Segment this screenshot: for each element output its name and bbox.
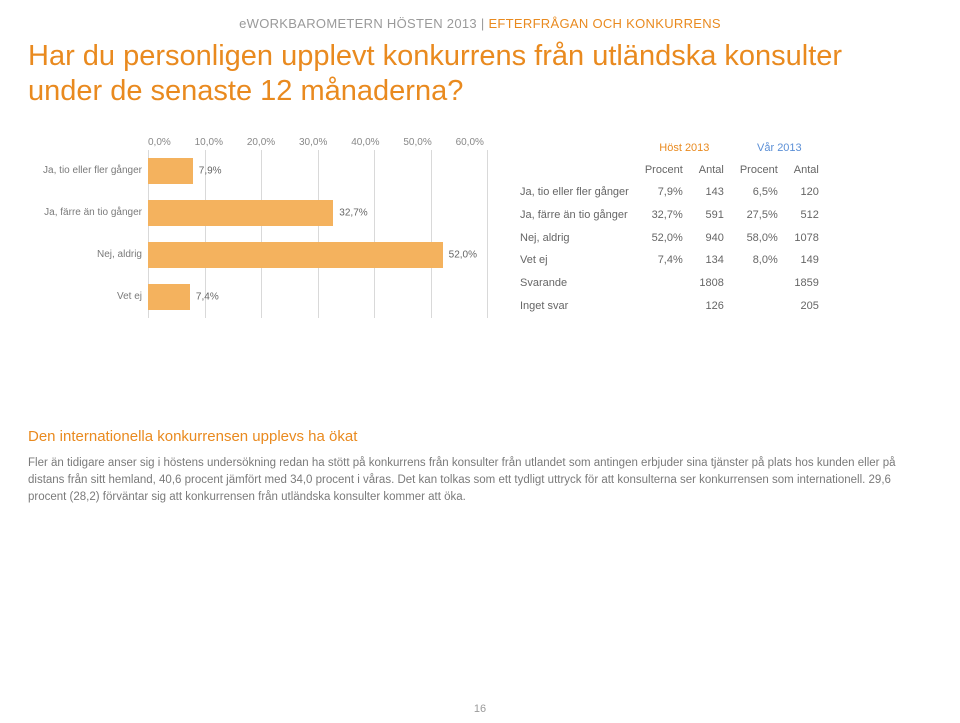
category-label: Vet ej (28, 291, 148, 303)
x-tick: 10,0% (195, 137, 223, 148)
page-title: Har du personligen upplevt konkurrens fr… (28, 39, 908, 109)
x-tick: 50,0% (403, 137, 431, 148)
table-cell: 940 (691, 226, 732, 249)
bar (148, 200, 333, 226)
table-row: Vet ej7,4%1348,0%149 (512, 249, 827, 272)
table-cell: 6,5% (732, 181, 786, 204)
x-tick: 60,0% (456, 137, 484, 148)
narrative: Den internationella konkurrensen upplevs… (28, 428, 932, 507)
category-label: Ja, tio eller fler gånger (28, 165, 148, 177)
table-cell: 134 (691, 249, 732, 272)
table-cell: 58,0% (732, 226, 786, 249)
row-label: Vet ej (512, 249, 637, 272)
table-cell: 591 (691, 203, 732, 226)
table-cell: 1078 (786, 226, 827, 249)
table-cell: 1859 (786, 272, 827, 295)
row-label: Inget svar (512, 295, 637, 318)
eyebrow: eWORKBAROMETERN HÖSTEN 2013 | EFTERFRÅGA… (28, 16, 932, 31)
table-cell: 8,0% (732, 249, 786, 272)
bar (148, 284, 190, 310)
row-label: Ja, tio eller fler gånger (512, 181, 637, 204)
table-header-periods: Höst 2013 Vår 2013 (512, 137, 827, 159)
bar-chart: 0,0% 10,0% 20,0% 30,0% 40,0% 50,0% 60,0% Ja, t… (28, 137, 488, 318)
page-number: 16 (0, 703, 960, 715)
table-cell (732, 272, 786, 295)
eyebrow-sep: | (477, 16, 489, 31)
table-cell (732, 295, 786, 318)
table-cell: 205 (786, 295, 827, 318)
bar-row: Ja, tio eller fler gånger 7,9% (28, 150, 488, 192)
x-tick: 20,0% (247, 137, 275, 148)
bar-value-label: 7,9% (199, 165, 222, 176)
table-subheader: Procent (637, 159, 691, 181)
table-cell: 143 (691, 181, 732, 204)
bar-row: Ja, färre än tio gånger 32,7% (28, 192, 488, 234)
x-tick: 0,0% (148, 137, 171, 148)
table-cell: 512 (786, 203, 827, 226)
table-row: Nej, aldrig52,0%94058,0%1078 (512, 226, 827, 249)
category-label: Ja, färre än tio gånger (28, 207, 148, 219)
x-tick: 40,0% (351, 137, 379, 148)
table-cell: 126 (691, 295, 732, 318)
narrative-body: Fler än tidigare anser sig i höstens und… (28, 455, 932, 507)
table-cell: 52,0% (637, 226, 691, 249)
table-row: Ja, färre än tio gånger32,7%59127,5%512 (512, 203, 827, 226)
table-cell: 149 (786, 249, 827, 272)
bar-value-label: 52,0% (449, 249, 477, 260)
eyebrow-right: EFTERFRÅGAN OCH KONKURRENS (488, 16, 720, 31)
table-subheader: Antal (691, 159, 732, 181)
period-header: Höst 2013 (637, 137, 732, 159)
x-tick: 30,0% (299, 137, 327, 148)
bar (148, 158, 193, 184)
data-table: Höst 2013 Vår 2013 ProcentAntalProcentAn… (512, 137, 827, 318)
bar-value-label: 32,7% (339, 207, 367, 218)
table-cell (637, 272, 691, 295)
bar (148, 242, 443, 268)
table-row: Inget svar 126 205 (512, 295, 827, 318)
page: eWORKBAROMETERN HÖSTEN 2013 | EFTERFRÅGA… (0, 0, 960, 723)
table-cell: 120 (786, 181, 827, 204)
table-row: Ja, tio eller fler gånger7,9%1436,5%120 (512, 181, 827, 204)
table-cell: 32,7% (637, 203, 691, 226)
row-label: Ja, färre än tio gånger (512, 203, 637, 226)
bar-row: Vet ej 7,4% (28, 276, 488, 318)
table-header-sub: ProcentAntalProcentAntal (512, 159, 827, 181)
bar-value-label: 7,4% (196, 291, 219, 302)
narrative-heading: Den internationella konkurrensen upplevs… (28, 428, 932, 445)
bar-row: Nej, aldrig 52,0% (28, 234, 488, 276)
table-cell: 1808 (691, 272, 732, 295)
table-cell (637, 295, 691, 318)
table-subheader: Procent (732, 159, 786, 181)
table-subheader: Antal (786, 159, 827, 181)
eyebrow-left: eWORKBAROMETERN HÖSTEN 2013 (239, 16, 477, 31)
plot-area: Ja, tio eller fler gånger 7,9% Ja, färre ä… (28, 150, 488, 318)
table-cell: 7,9% (637, 181, 691, 204)
table-row: Svarande 1808 1859 (512, 272, 827, 295)
table-cell: 27,5% (732, 203, 786, 226)
table-cell: 7,4% (637, 249, 691, 272)
content-row: 0,0% 10,0% 20,0% 30,0% 40,0% 50,0% 60,0% Ja, t… (28, 137, 932, 318)
category-label: Nej, aldrig (28, 249, 148, 261)
x-axis: 0,0% 10,0% 20,0% 30,0% 40,0% 50,0% 60,0% (28, 137, 488, 148)
period-header: Vår 2013 (732, 137, 827, 159)
row-label: Nej, aldrig (512, 226, 637, 249)
row-label: Svarande (512, 272, 637, 295)
